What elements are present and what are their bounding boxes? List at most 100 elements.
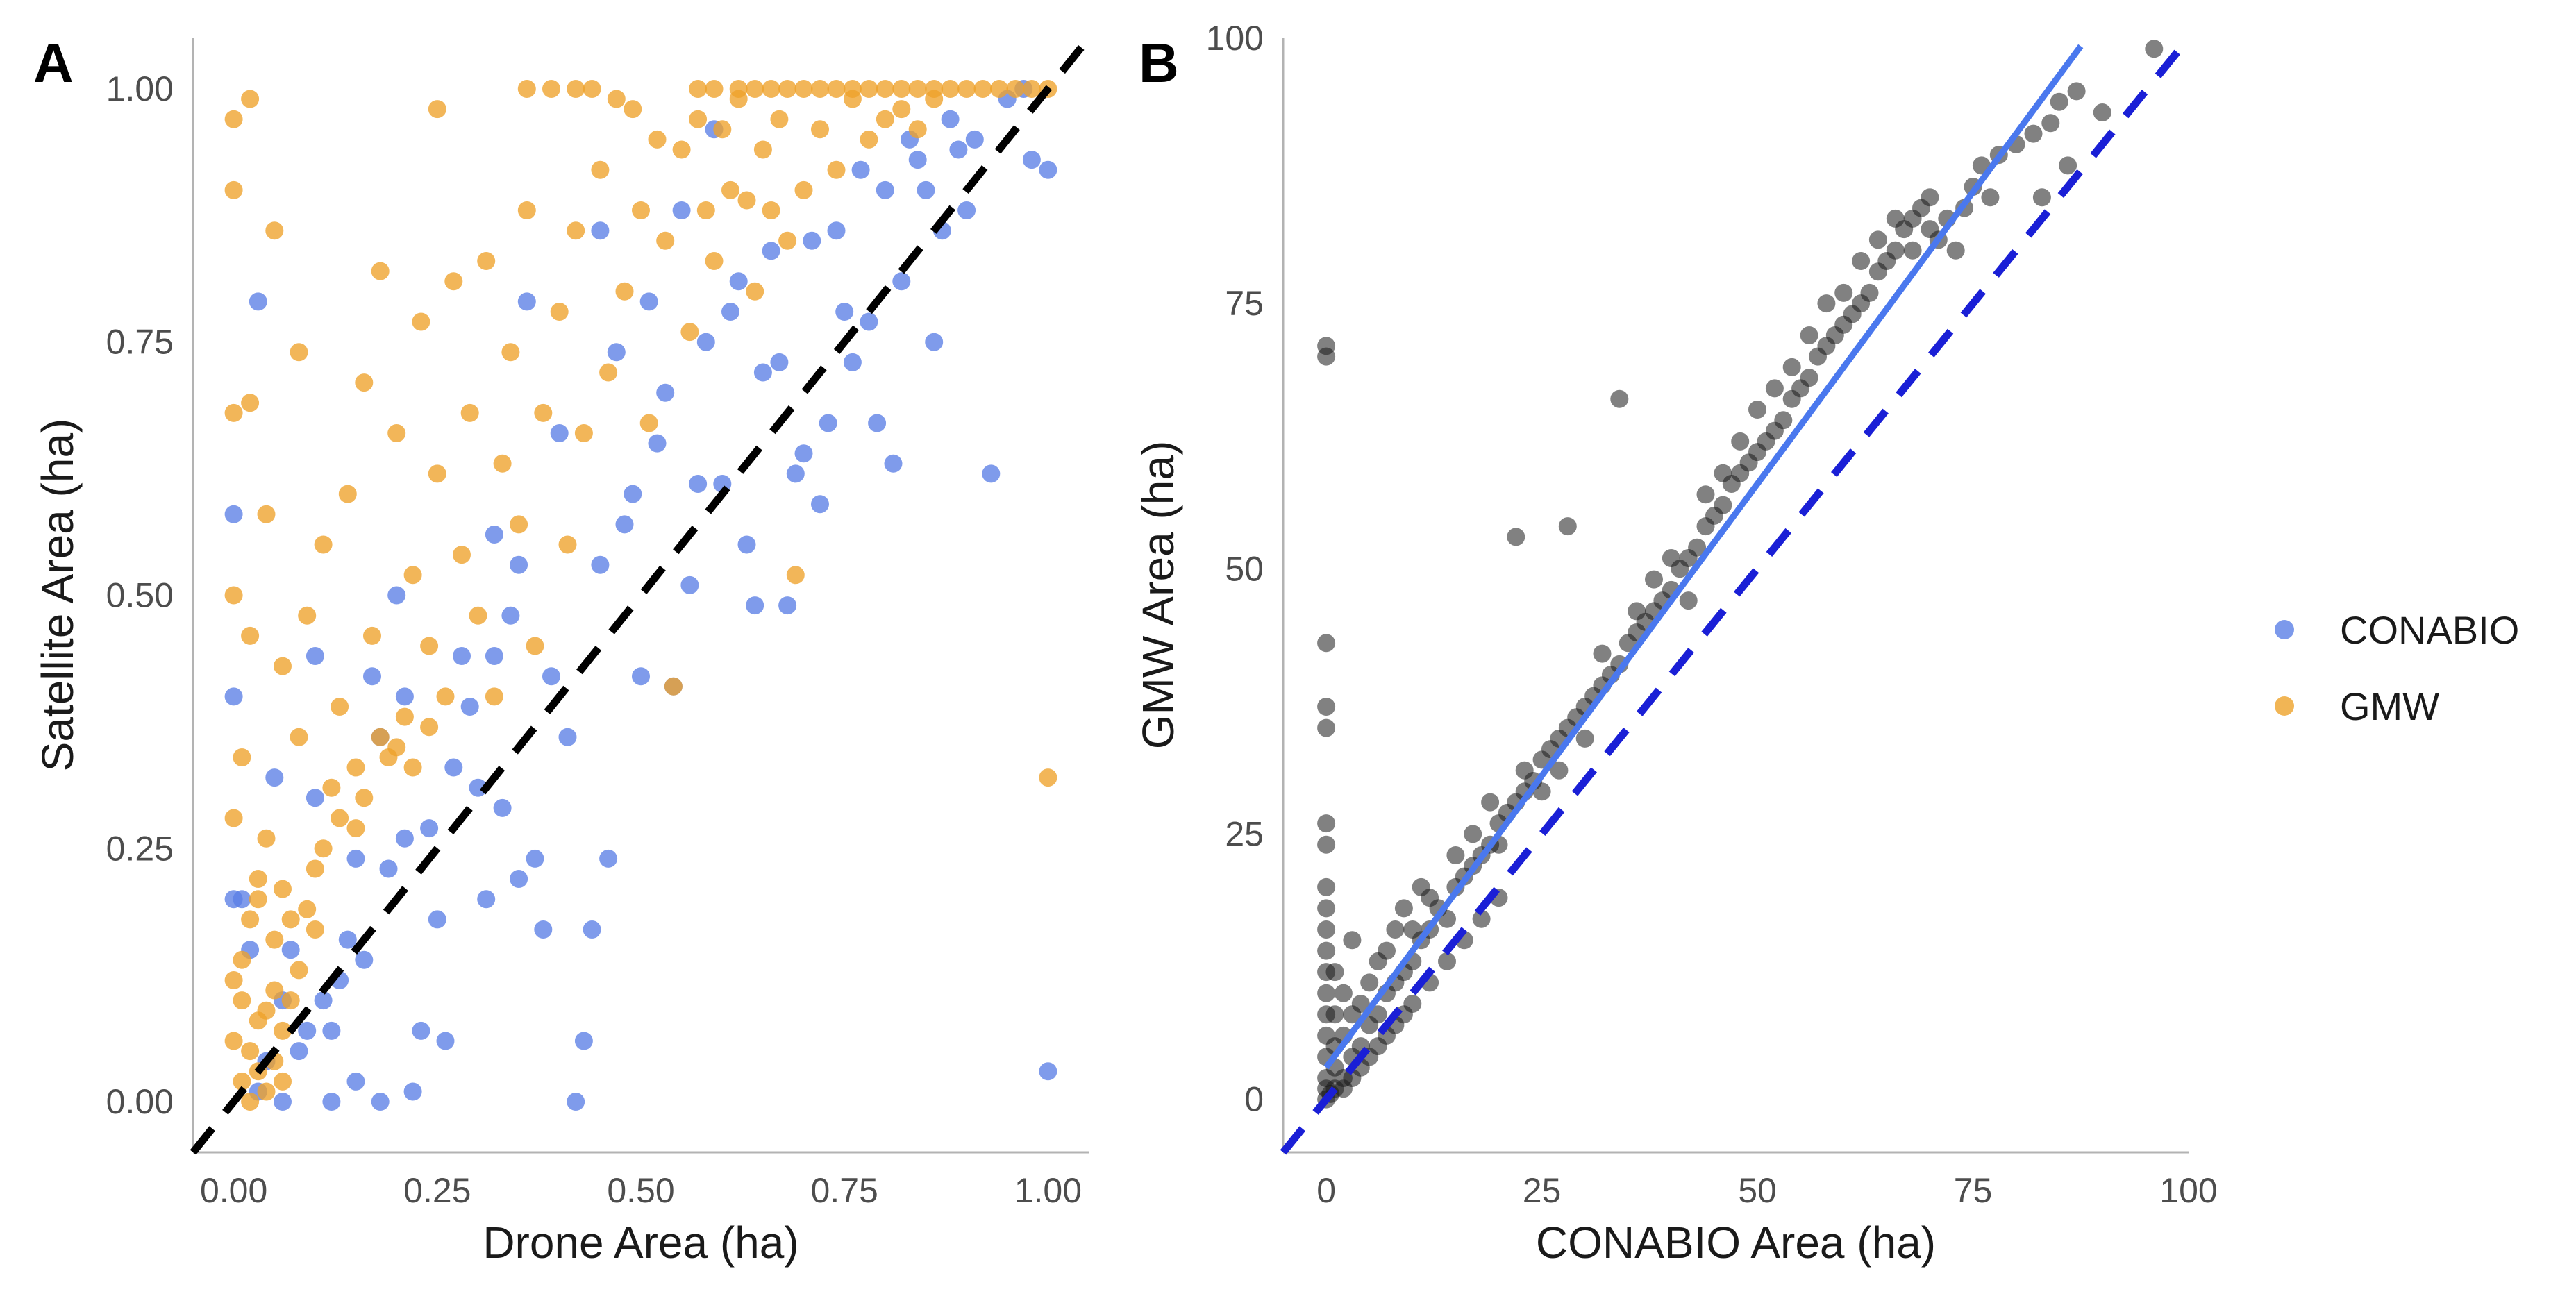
point-conabio-vs-gmw-144: [2032, 188, 2051, 207]
identity-line: [1280, 35, 2192, 1155]
point-conabio-vs-gmw-20: [1325, 1005, 1344, 1024]
point-gmw-75: [770, 110, 789, 128]
point-conabio-57: [672, 201, 691, 219]
point-conabio-2: [224, 687, 243, 706]
point-gmw-88: [729, 80, 748, 98]
point-gmw-60: [648, 130, 667, 149]
point-conabio-vs-gmw-65: [1532, 782, 1551, 801]
point-conabio-vs-gmw-37: [1386, 920, 1405, 939]
point-gmw-96: [860, 80, 878, 98]
point-gmw-105: [1006, 80, 1025, 98]
point-gmw-138: [346, 758, 365, 777]
point-gmw-89: [746, 80, 764, 98]
point-conabio-65: [737, 535, 756, 554]
point-gmw-39: [477, 252, 496, 270]
point-conabio-58: [680, 575, 699, 594]
point-gmw-119: [224, 1032, 243, 1050]
point-gmw-98: [892, 80, 911, 98]
point-gmw-79: [811, 120, 829, 139]
point-conabio-35: [510, 555, 528, 574]
point-gmw-130: [257, 829, 276, 848]
point-conabio-70: [778, 596, 797, 615]
point-conabio-vs-gmw-73: [1575, 729, 1594, 748]
point-gmw-2: [224, 403, 243, 422]
point-conabio-vs-gmw-146: [2050, 92, 2068, 111]
point-gmw-6: [241, 394, 260, 412]
y-tick-label: 1.00: [106, 69, 174, 108]
y-tick-label: 0.25: [106, 829, 174, 868]
point-conabio-vs-gmw-21: [1325, 963, 1344, 982]
point-gmw-4: [224, 809, 243, 827]
point-conabio-7: [290, 1042, 308, 1061]
point-conabio-16: [363, 667, 381, 686]
point-gmw-120: [233, 991, 251, 1010]
point-conabio-108: [281, 941, 300, 959]
point-gmw-17: [306, 859, 324, 878]
point-gmw-63: [672, 140, 691, 159]
point-gmw-94: [827, 80, 846, 98]
point-conabio-53: [639, 292, 658, 311]
point-conabio-vs-gmw-32: [1369, 1005, 1387, 1024]
point-gmw-61: [656, 231, 675, 250]
legend-swatch-conabio: [2275, 620, 2294, 639]
point-conabio-4: [249, 292, 267, 311]
point-conabio-66: [746, 596, 764, 615]
point-gmw-140: [371, 728, 390, 746]
point-conabio-vs-gmw-29: [1351, 995, 1370, 1013]
point-conabio-vs-gmw-118: [1834, 283, 1853, 302]
point-gmw-139: [355, 789, 374, 807]
point-conabio-vs-gmw-166: [1472, 909, 1491, 928]
point-gmw-37: [460, 403, 479, 422]
point-gmw-121: [241, 1093, 260, 1111]
point-gmw-1: [224, 180, 243, 199]
point-gmw-24: [363, 626, 381, 645]
point-conabio-97: [1022, 151, 1041, 169]
point-gmw-131: [265, 930, 284, 949]
point-conabio-29: [469, 778, 487, 797]
point-conabio-vs-gmw-130: [1903, 241, 1922, 260]
point-gmw-125: [274, 1072, 292, 1091]
point-conabio-82: [876, 180, 894, 199]
point-conabio-vs-gmw-91: [1679, 591, 1698, 610]
point-gmw-48: [550, 303, 569, 321]
point-conabio-vs-gmw-5: [1317, 814, 1336, 833]
point-gmw-34: [436, 687, 455, 706]
point-conabio-vs-gmw-39: [1394, 899, 1413, 918]
panel-b-x-ticks: 0 25 50 75 100: [1316, 1171, 2218, 1210]
point-conabio-84: [892, 272, 911, 291]
point-conabio-14: [346, 849, 365, 868]
point-conabio-vs-gmw-24: [1334, 984, 1353, 1002]
point-conabio-30: [477, 890, 496, 909]
point-conabio-83: [884, 454, 903, 473]
point-conabio-vs-gmw-124: [1868, 230, 1887, 249]
x-tick-label: 50: [1738, 1171, 1777, 1210]
point-gmw-132: [274, 880, 292, 898]
point-conabio-71: [786, 464, 805, 483]
point-conabio-10: [314, 991, 333, 1010]
point-gmw-22: [346, 819, 365, 838]
point-conabio-59: [689, 475, 708, 493]
point-conabio-75: [819, 414, 837, 432]
point-gmw-82: [860, 130, 878, 149]
point-gmw-54: [599, 363, 618, 382]
point-conabio-18: [379, 859, 398, 878]
point-conabio-9: [306, 647, 324, 665]
point-conabio-vs-gmw-3: [1317, 698, 1336, 716]
point-gmw-23: [355, 373, 374, 392]
x-tick-label: 75: [1954, 1171, 1993, 1210]
point-gmw-13: [281, 910, 300, 929]
point-gmw-40: [485, 687, 503, 706]
point-conabio-43: [567, 1093, 585, 1111]
point-gmw-30: [412, 312, 430, 331]
point-gmw-0: [224, 110, 243, 128]
point-gmw-25: [371, 262, 390, 280]
point-gmw-29: [403, 566, 422, 585]
panel-b-fit-line: [1323, 44, 2084, 1070]
point-gmw-11: [265, 221, 284, 240]
point-conabio-38: [526, 849, 544, 868]
point-conabio-vs-gmw-12: [1317, 984, 1336, 1002]
point-gmw-65: [689, 110, 708, 128]
y-tick-label: 75: [1225, 284, 1264, 323]
point-gmw-68: [713, 120, 732, 139]
point-conabio-94: [982, 464, 1001, 483]
